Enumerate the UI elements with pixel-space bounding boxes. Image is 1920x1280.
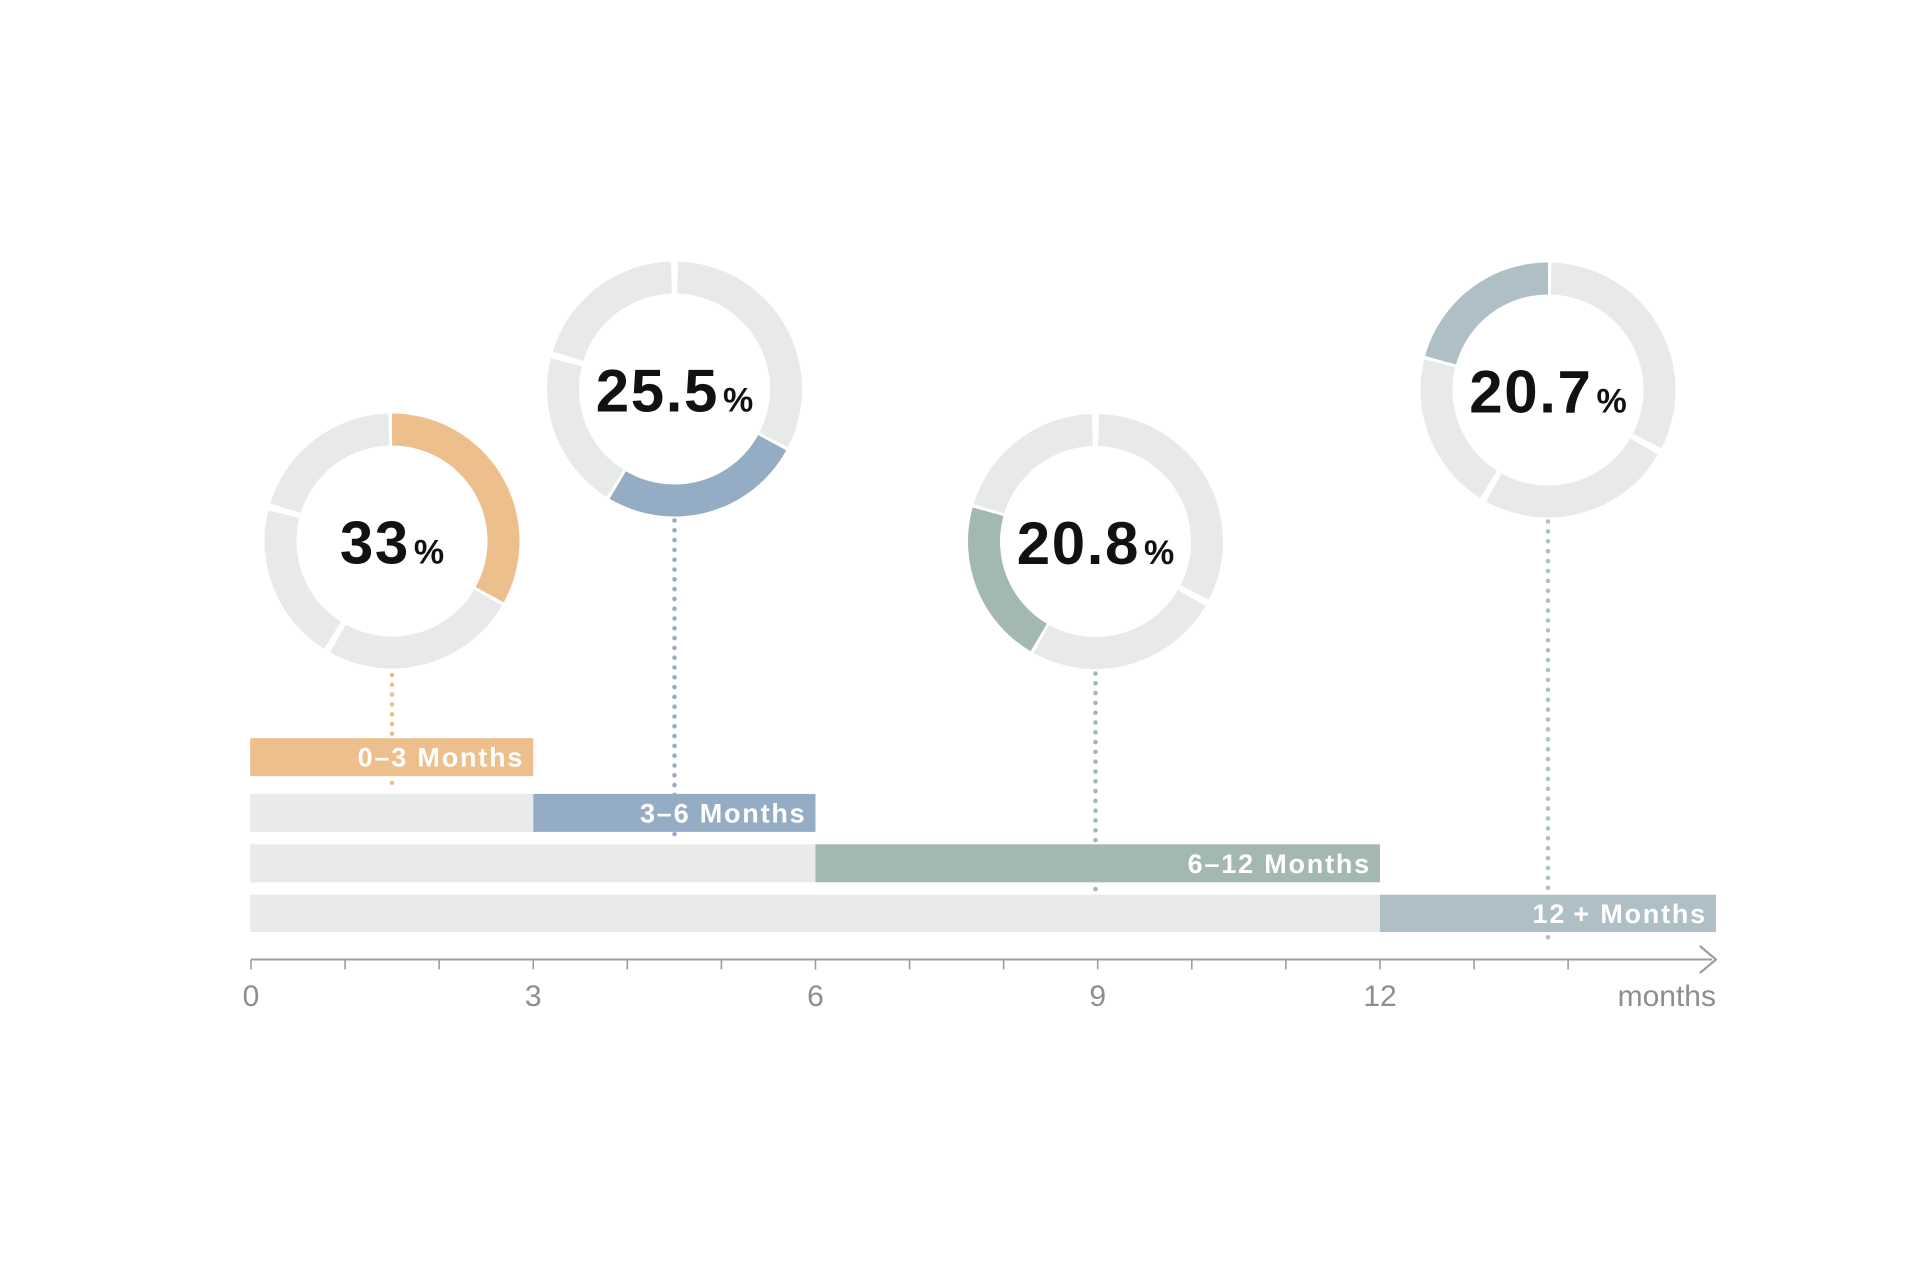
svg-text:0–3 Months: 0–3 Months — [358, 743, 525, 773]
svg-text:months: months — [1618, 980, 1716, 1013]
svg-text:25.5%: 25.5% — [596, 358, 753, 425]
svg-text:20.8%: 20.8% — [1017, 510, 1174, 577]
svg-text:6–12 Months: 6–12 Months — [1188, 849, 1371, 879]
svg-text:33%: 33% — [340, 510, 444, 577]
svg-text:3: 3 — [525, 980, 542, 1013]
svg-text:3–6 Months: 3–6 Months — [640, 798, 807, 828]
svg-text:6: 6 — [807, 980, 824, 1013]
svg-text:9: 9 — [1089, 980, 1106, 1013]
svg-text:12 + Months: 12 + Months — [1533, 899, 1707, 929]
svg-text:20.7%: 20.7% — [1469, 359, 1626, 426]
svg-text:12: 12 — [1363, 980, 1396, 1013]
svg-text:0: 0 — [243, 980, 260, 1013]
